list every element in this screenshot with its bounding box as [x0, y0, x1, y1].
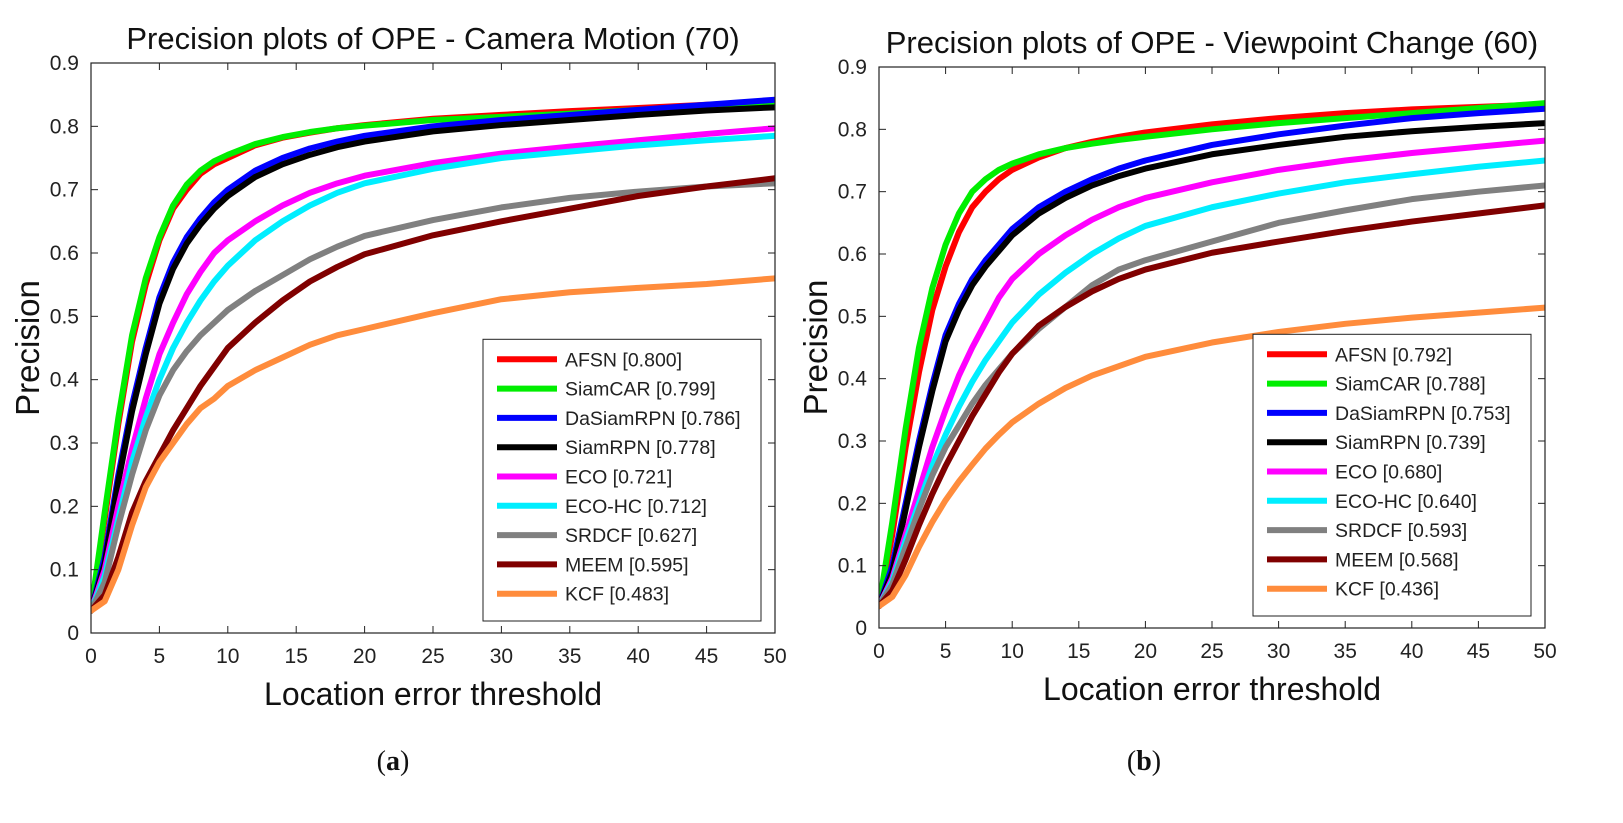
legend-entry: KCF [0.483] — [565, 584, 669, 606]
y-axis: 0 0.1 0.2 0.3 0.4 0.5 0.6 0.7 0.8 0.9 — [50, 52, 775, 645]
x-tick-label: 45 — [1467, 640, 1490, 663]
chart-title: Precision plots of OPE - Viewpoint Chang… — [886, 25, 1538, 60]
legend-entry: KCF [0.436] — [1335, 579, 1439, 601]
panel-label: a — [386, 746, 400, 777]
legend-entry: DaSiamRPN [0.753] — [1335, 403, 1511, 425]
y-tick-label: 0.4 — [50, 369, 80, 392]
x-axis: 0 5 10 15 20 25 30 35 40 45 50 — [85, 63, 787, 668]
x-tick-label: 25 — [421, 645, 444, 668]
y-tick-label: 0.3 — [50, 432, 79, 455]
legend-entry: SiamCAR [0.788] — [1335, 374, 1486, 396]
x-tick-label: 15 — [1067, 640, 1090, 663]
y-tick-label: 0.9 — [50, 52, 79, 75]
x-tick-label: 40 — [1400, 640, 1423, 663]
legend-entry: ECO-HC [0.640] — [1335, 491, 1477, 513]
chart-panel-a: Precision plots of OPE - Camera Motion (… — [9, 21, 787, 777]
series-line-siamrpn — [879, 120, 1545, 610]
panel-label: b — [1136, 746, 1152, 777]
series-line-eco — [879, 137, 1545, 610]
series-line-siamcar — [879, 100, 1545, 610]
x-tick-label: 15 — [285, 645, 308, 668]
chart-title: Precision plots of OPE - Camera Motion (… — [126, 21, 739, 56]
y-tick-label: 0.4 — [838, 368, 868, 391]
y-axis-label: Precision — [797, 280, 834, 416]
x-tick-label: 5 — [940, 640, 952, 663]
x-tick-label: 0 — [873, 640, 885, 663]
panel-caption: (b) — [1127, 746, 1161, 777]
legend-entry: MEEM [0.568] — [1335, 549, 1459, 571]
series-line-meem — [879, 202, 1545, 610]
legend-entry: SiamCAR [0.799] — [565, 379, 716, 401]
x-tick-label: 50 — [763, 645, 786, 668]
x-axis-label: Location error threshold — [264, 676, 602, 712]
y-tick-label: 0.8 — [50, 115, 79, 138]
legend: AFSN [0.792] SiamCAR [0.788] DaSiamRPN [0.… — [1252, 333, 1532, 617]
series-lines — [91, 96, 775, 614]
y-tick-label: 0.8 — [838, 118, 867, 141]
legend-entry: ECO [0.721] — [565, 467, 672, 489]
series-line-afsn — [879, 101, 1545, 610]
series-line-eco — [91, 125, 775, 614]
y-tick-label: 0.2 — [838, 492, 867, 515]
legend-entry: MEEM [0.595] — [565, 554, 689, 576]
y-tick-label: 0.6 — [50, 242, 79, 265]
x-tick-label: 20 — [1134, 640, 1157, 663]
y-tick-label: 0.1 — [838, 555, 867, 578]
y-axis: 0 0.1 0.2 0.3 0.4 0.5 0.6 0.7 0.8 0.9 — [838, 56, 1545, 640]
y-tick-label: 0 — [855, 617, 867, 640]
series-line-kcf — [879, 304, 1545, 610]
legend-entry: SRDCF [0.593] — [1335, 520, 1467, 542]
series-line-kcf — [91, 275, 775, 614]
panel-caption: (a) — [377, 746, 410, 777]
legend-entry: SiamRPN [0.778] — [565, 437, 716, 459]
y-tick-label: 0.3 — [838, 430, 867, 453]
y-tick-label: 0.1 — [50, 559, 79, 582]
y-tick-label: 0.7 — [838, 181, 867, 204]
series-line-meem — [91, 175, 775, 614]
legend-entry: SRDCF [0.627] — [565, 525, 697, 547]
legend: AFSN [0.800] SiamCAR [0.799] DaSiamRPN [0.… — [482, 338, 762, 622]
series-line-srdcf — [91, 180, 775, 614]
x-axis-label: Location error threshold — [1043, 671, 1381, 707]
y-tick-label: 0.5 — [838, 305, 867, 328]
y-tick-label: 0 — [67, 622, 79, 645]
x-tick-label: 45 — [695, 645, 718, 668]
x-tick-label: 30 — [490, 645, 513, 668]
legend-entry: DaSiamRPN [0.786] — [565, 408, 741, 430]
x-tick-label: 30 — [1267, 640, 1290, 663]
legend-entry: AFSN [0.800] — [565, 349, 682, 371]
x-tick-label: 35 — [1334, 640, 1357, 663]
legend-entry: SiamRPN [0.739] — [1335, 432, 1486, 454]
x-tick-label: 10 — [1001, 640, 1024, 663]
x-tick-label: 0 — [85, 645, 97, 668]
y-axis-label: Precision — [9, 280, 46, 416]
series-line-eco-hc — [91, 132, 775, 614]
x-tick-label: 5 — [154, 645, 166, 668]
x-tick-label: 20 — [353, 645, 376, 668]
y-tick-label: 0.9 — [838, 56, 867, 79]
series-lines — [879, 100, 1545, 610]
y-tick-label: 0.2 — [50, 495, 79, 518]
x-axis: 0 5 10 15 20 25 30 35 40 45 50 — [873, 67, 1557, 663]
legend-entry: AFSN [0.792] — [1335, 344, 1452, 366]
legend-entry: ECO [0.680] — [1335, 462, 1442, 484]
series-line-siamrpn — [91, 104, 775, 614]
x-tick-label: 50 — [1533, 640, 1556, 663]
x-tick-label: 40 — [627, 645, 650, 668]
x-tick-label: 10 — [216, 645, 239, 668]
y-tick-label: 0.6 — [838, 243, 867, 266]
y-tick-label: 0.7 — [50, 179, 79, 202]
x-tick-label: 35 — [558, 645, 581, 668]
y-tick-label: 0.5 — [50, 305, 79, 328]
x-tick-label: 25 — [1200, 640, 1223, 663]
legend-entry: ECO-HC [0.712] — [565, 496, 707, 518]
chart-panel-b: Precision plots of OPE - Viewpoint Chang… — [797, 25, 1557, 777]
